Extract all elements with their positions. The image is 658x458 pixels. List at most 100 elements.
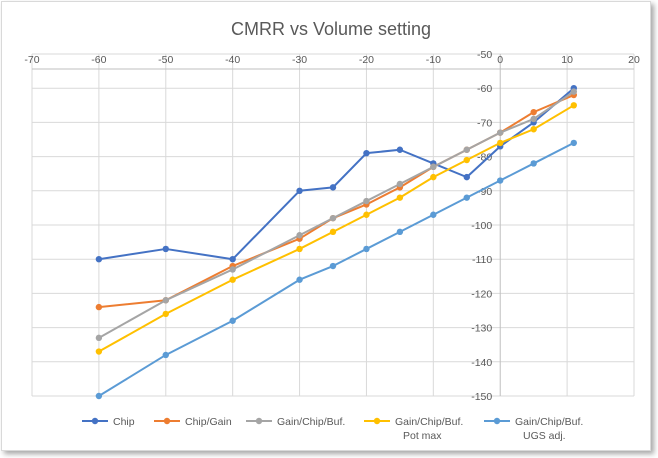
series-1 (95, 91, 577, 311)
legend-item: Gain/Chip/Buf. Pot max (364, 416, 463, 442)
data-point (570, 88, 577, 95)
data-point (530, 160, 537, 167)
y-tick-label: -110 (472, 254, 492, 266)
data-point (530, 126, 537, 133)
series-line (98, 87, 575, 261)
data-point (430, 163, 437, 171)
data-point (396, 180, 404, 188)
y-tick-label: -140 (471, 357, 492, 369)
data-point (329, 214, 337, 222)
data-point (95, 392, 103, 400)
data-point (570, 139, 577, 147)
y-tick-label: -130 (471, 323, 492, 335)
data-point (296, 187, 303, 194)
data-point (497, 139, 504, 147)
data-point (363, 197, 370, 205)
series-line (98, 94, 575, 309)
series-0 (95, 85, 577, 263)
legend-swatch-marker (373, 417, 381, 425)
y-tick-label: -150 (471, 391, 492, 403)
legend-label: Chip/Gain (185, 416, 232, 428)
data-point (162, 245, 169, 253)
legend-item: Chip/Gain (154, 416, 232, 428)
data-point (229, 276, 236, 283)
data-point (95, 334, 103, 342)
legend-label-line: Gain/Chip/Buf. (395, 416, 463, 428)
legend-swatch-marker (493, 417, 501, 425)
data-point (95, 256, 103, 263)
series-3 (95, 102, 577, 355)
legend-label: Chip (113, 416, 135, 428)
data-point (95, 303, 103, 311)
data-point (396, 146, 404, 153)
data-point (296, 276, 303, 283)
data-point (570, 102, 577, 109)
data-point (363, 149, 370, 157)
data-point (497, 177, 504, 184)
x-tick-label: -10 (426, 54, 441, 66)
legend-swatch-marker (255, 417, 263, 425)
legend-label-line: UGS adj. (523, 430, 566, 442)
data-point (396, 228, 404, 236)
data-point (430, 211, 437, 218)
y-tick-label: -120 (471, 288, 492, 300)
data-point (229, 266, 236, 273)
x-tick-label: -40 (225, 54, 240, 66)
series-4 (95, 139, 577, 400)
axes (32, 54, 634, 396)
legend-swatch-marker (163, 417, 171, 425)
grid-lines (31, 53, 635, 397)
data-point (530, 115, 537, 123)
data-point (430, 173, 437, 181)
x-tick-label: -50 (158, 54, 173, 66)
legend-item: Gain/Chip/Buf. (246, 416, 345, 428)
legend-label: Gain/Chip/Buf. UGS adj. (515, 416, 583, 442)
data-point (463, 173, 470, 181)
series-2 (95, 88, 577, 342)
x-tick-label: 20 (628, 54, 640, 66)
data-point (329, 184, 337, 191)
data-point (329, 262, 337, 270)
legend-label-line: Gain/Chip/Buf. (515, 416, 583, 428)
x-tick-label: 0 (497, 54, 503, 66)
cmrr-chart: CMRR vs Volume setting -70 -60 -50 -40 -30 -2… (24, 19, 640, 442)
x-tick-label: 10 (561, 54, 573, 66)
data-point (329, 228, 337, 236)
x-tick-label: -60 (91, 54, 106, 66)
data-point (162, 297, 169, 304)
y-tick-label: -70 (477, 117, 492, 129)
data-point (95, 348, 103, 355)
x-tick-label: -70 (24, 54, 39, 66)
y-tick-label: -80 (477, 152, 492, 164)
data-point (463, 156, 470, 164)
data-point (363, 211, 370, 218)
x-tick-label: -30 (292, 54, 307, 66)
legend-label-line: Pot max (403, 430, 442, 442)
y-tick-label: -100 (471, 220, 492, 232)
series-line (98, 104, 575, 353)
data-point (396, 194, 404, 201)
series-line (98, 142, 575, 397)
data-point (463, 146, 470, 153)
series-line (98, 90, 575, 339)
series-lines (95, 85, 577, 400)
data-point (296, 232, 303, 239)
data-point (229, 317, 236, 324)
data-point (363, 245, 370, 253)
tick-labels: -70 -60 -50 -40 -30 -20 -10 0 10 20-50-60-70-80-9… (24, 49, 640, 403)
legend-label: Gain/Chip/Buf. (277, 416, 345, 428)
data-point (530, 108, 537, 116)
legend-item: Gain/Chip/Buf. UGS adj. (484, 416, 583, 442)
data-point (296, 245, 303, 253)
legend-swatch-marker (91, 417, 99, 425)
data-point (162, 351, 169, 359)
y-tick-label: -50 (477, 49, 492, 61)
chart-frame: CMRR vs Volume setting -70 -60 -50 -40 -30 -2… (1, 1, 651, 451)
data-point (497, 129, 504, 136)
data-point (229, 256, 236, 263)
x-tick-label: -20 (359, 54, 374, 66)
y-tick-label: -60 (477, 83, 492, 95)
legend-label: Gain/Chip/Buf. Pot max (395, 416, 463, 442)
chart-title: CMRR vs Volume setting (231, 19, 431, 39)
legend-item: Chip (82, 416, 135, 428)
